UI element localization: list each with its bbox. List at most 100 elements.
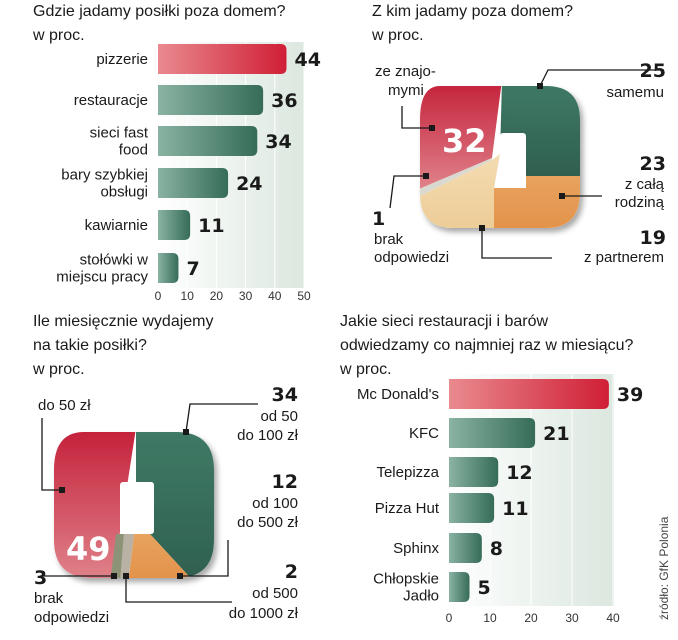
chart2-value-rodzina: 23 [640, 153, 666, 175]
chart2-center-value: 32 [442, 122, 487, 160]
chart3-leader-100-500 [180, 540, 229, 577]
chart2-slice-samemu [500, 86, 580, 176]
chart2-label-partner: z partnerem [584, 249, 664, 266]
chart2-label-brak-1: brak [374, 231, 404, 248]
chart4-category-kfc: KFC [409, 425, 439, 442]
chart4-value-kfc: 21 [543, 423, 569, 445]
chart3-value-500-1000: 2 [285, 561, 298, 583]
chart4-tick-label: 0 [446, 611, 453, 625]
chart3-labels [40, 403, 258, 603]
chart2-marker-ze-znajomymi [429, 125, 435, 131]
chart3-label-brak-1: brak [34, 590, 64, 607]
chart4-value-pizza-hut: 11 [502, 498, 528, 520]
chart4-category-mc-donald-s: Mc Donald's [357, 386, 439, 403]
chart1-value-restauracje: 36 [271, 90, 297, 112]
chart1-bar-bary-szybkiej-obs-ugi [158, 168, 229, 198]
chart3-label-50-100-2: do 100 zł [237, 427, 299, 444]
chart3-label-100-500-2: do 500 zł [237, 514, 299, 531]
chart1-value-sto-wki-w-miejscu-pracy: 7 [186, 258, 199, 280]
chart1-plot-bg [158, 42, 304, 288]
chart1-bar-sto-wki-w-miejscu-pracy [158, 253, 179, 283]
chart3-value-50-100: 34 [272, 384, 298, 406]
chart2-label-brak-2: odpowiedzi [374, 249, 449, 266]
chart4-bar-mc-donald-s [449, 379, 609, 409]
chart2-marker-samemu [537, 83, 543, 89]
chart2-marker-brak [423, 173, 429, 179]
chart1-tick-label: 40 [268, 289, 282, 303]
chart2-leader-brak [389, 175, 426, 209]
chart2-slice-ze-znajomymi [420, 86, 502, 192]
chart3-slice-od-500-do-1000-zl [120, 534, 134, 578]
chart1-category-bary-szybkiej-obs-ugi: bary szybkiej [61, 167, 148, 184]
chart3-value-100-500: 12 [272, 471, 298, 493]
chart3-slice-do-50-zl [54, 432, 136, 578]
chart1-category-sto-wki-w-miejscu-pracy: miejscu pracy [56, 269, 148, 286]
chart2-subtitle: w proc. [371, 27, 424, 44]
chart1-value-bary-szybkiej-obs-ugi: 24 [236, 173, 262, 195]
chart3-marker-do-50 [59, 487, 65, 493]
chart1-value-kawiarnie: 11 [198, 215, 224, 237]
chart3-label-100-500-1: od 100 [252, 495, 298, 512]
chart4-value-mc-donald-s: 39 [617, 384, 643, 406]
chart2-label-ze-znajomymi-2: mymi [388, 82, 424, 99]
chart1-value-pizzerie: 44 [294, 49, 320, 71]
chart4-category-telepizza: Telepizza [376, 464, 439, 481]
chart1-category-kawiarnie: kawiarnie [85, 217, 148, 234]
chart4-value-telepizza: 12 [506, 462, 532, 484]
chart4-category-pizza-hut: Pizza Hut [375, 500, 440, 517]
chart3-slice-brak-odpowiedzi [110, 534, 124, 578]
chart4-title-line2: odwiedzamy co najmniej raz w miesiącu? [340, 337, 634, 354]
chart1-tick-label: 50 [297, 289, 311, 303]
chart3-slice-od-100-do-500-zl [128, 534, 196, 578]
chart2-value-partner: 19 [640, 227, 666, 249]
chart4-value-sphinx: 8 [490, 538, 503, 560]
chart2-slice-brak-odpowiedzi [420, 158, 492, 200]
chart2-pie: 32 [420, 86, 580, 228]
chart4-category-sphinx: Sphinx [393, 540, 439, 557]
chart1-category-sto-wki-w-miejscu-pracy: stołówki w [80, 252, 149, 269]
chart2-label-rodzina-1: z całą [625, 176, 665, 193]
chart2-leader-partner [481, 228, 552, 259]
chart3-marker-50-100 [183, 429, 189, 435]
chart1-tick-label: 20 [210, 289, 224, 303]
chart3-leader-do-50 [41, 418, 62, 491]
chart2-label-ze-znajomymi-1: ze znajo- [375, 63, 436, 80]
chart2-label-rodzina-2: rodziną [615, 194, 665, 211]
chart3-label-50-100-1: od 50 [260, 408, 298, 425]
chart2-value-samemu: 25 [640, 60, 666, 82]
chart1-tick-label: 10 [181, 289, 195, 303]
chart3-leader-500-1000 [125, 576, 232, 603]
chart3-marker-brak [111, 573, 117, 579]
chart1-tick-label: 30 [239, 289, 253, 303]
chart4-category-ch-opskie-jad-o: Chłopskie [373, 571, 439, 588]
chart1-bar-kawiarnie [158, 210, 191, 240]
chart1-bars: 0 10 20 30 40 50 44 pizzerie 36 restauracje 34 siec… [56, 42, 321, 303]
chart2-leader-samemu [539, 69, 664, 87]
chart1-category-pizzerie: pizzerie [96, 51, 148, 68]
chart2-title: Z kim jadamy poza domem? [372, 3, 573, 20]
chart1-category-sieci-fast-food: sieci fast [90, 125, 149, 142]
chart4-tick-label: 40 [606, 611, 620, 625]
chart2-slice-z-partnerem [420, 154, 500, 228]
chart3-slice-od-50-do-100-zl [136, 432, 214, 578]
chart1-bar-pizzerie [158, 44, 287, 74]
chart2-leader-ze-znajomymi [401, 106, 432, 129]
chart4-value-ch-opskie-jad-o: 5 [478, 577, 491, 599]
chart1-value-sieci-fast-food: 34 [265, 131, 291, 153]
chart1-category-bary-szybkiej-obs-ugi: obsługi [100, 184, 148, 201]
chart3-title-line2: na takie posiłki? [33, 337, 147, 354]
chart4-subtitle: w proc. [339, 361, 392, 378]
chart1-bar-restauracje [158, 85, 264, 115]
chart4-tick-label: 20 [524, 611, 538, 625]
chart3-leader-50-100 [185, 403, 258, 433]
chart3-marker-500-1000 [123, 573, 129, 579]
chart3-subtitle: w proc. [32, 361, 85, 378]
chart3-title-line1: Ile miesięcznie wydajemy [33, 313, 214, 330]
chart3-label-500-1000-2: do 1000 zł [229, 605, 299, 622]
chart1-tick-label: 0 [155, 289, 162, 303]
chart2-marker-partner [479, 225, 485, 231]
chart4-bar-kfc [449, 418, 536, 448]
chart2-labels [389, 69, 664, 259]
